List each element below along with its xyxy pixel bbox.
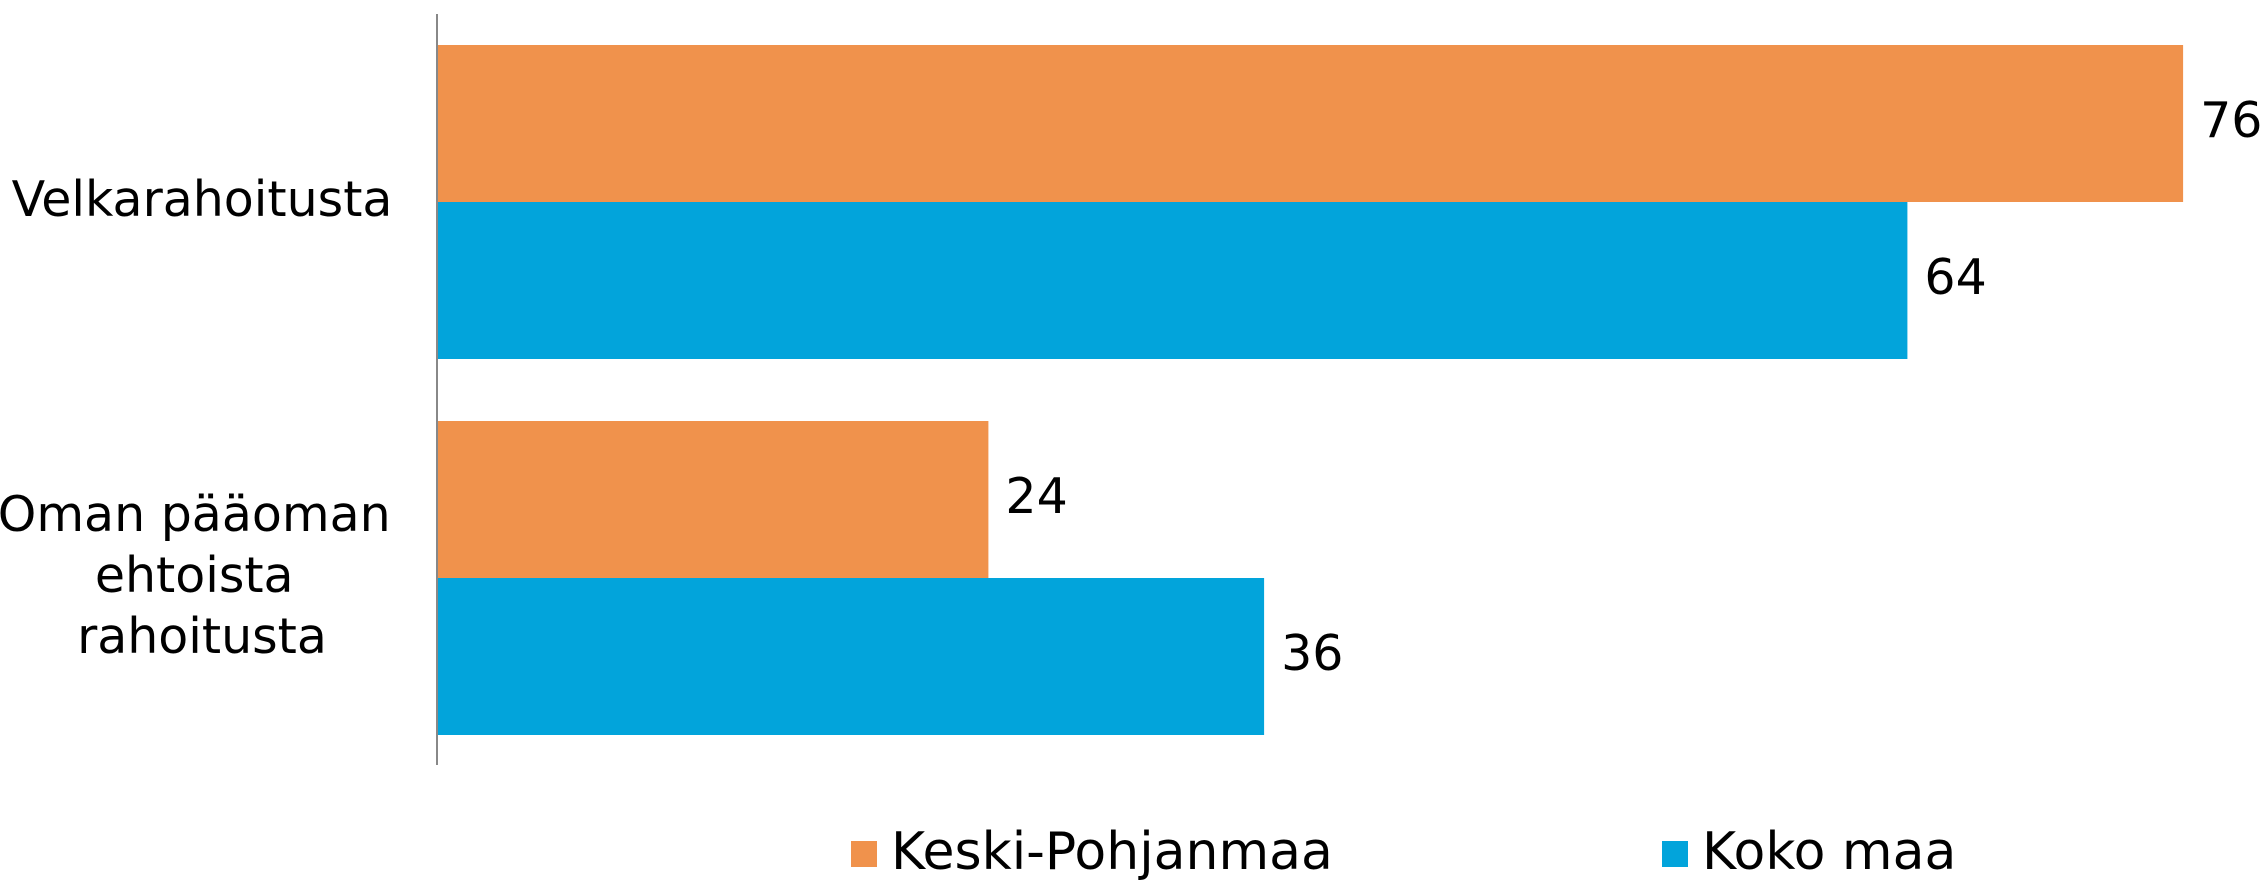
category-label-line: Oman pääoman (0, 486, 406, 543)
bar (437, 578, 1265, 735)
bar (437, 45, 2184, 202)
legend-swatch (1662, 841, 1688, 867)
bar (437, 421, 989, 578)
category-label-line: ehtoista (95, 547, 309, 604)
category-label-line: rahoitusta (77, 608, 327, 665)
legend-swatch (851, 841, 877, 867)
category-label: Velkarahoitusta (12, 171, 393, 228)
category-label-line: Velkarahoitusta (12, 171, 393, 228)
category-label: Oman pääoman ehtoista rahoitusta (0, 486, 406, 665)
legend-label: Keski-Pohjanmaa (891, 822, 1333, 880)
value-label: 64 (1924, 249, 1986, 306)
legend-label: Koko maa (1702, 822, 1956, 880)
value-label: 36 (1281, 625, 1343, 682)
value-label: 76 (2200, 92, 2262, 149)
value-label: 24 (1005, 468, 1067, 525)
bar (437, 202, 1908, 359)
